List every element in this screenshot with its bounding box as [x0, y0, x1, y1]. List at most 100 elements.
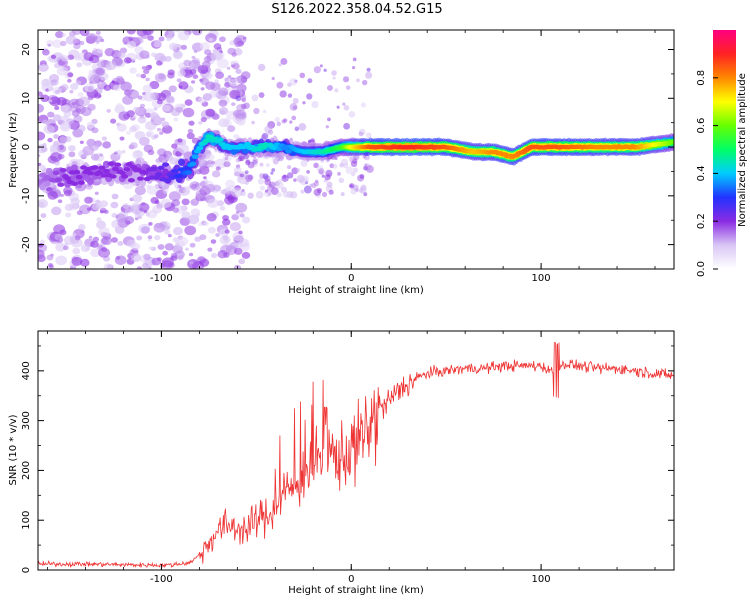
spectrogram-cell	[125, 130, 132, 135]
spectrogram-cell	[55, 31, 64, 39]
spectrogram-cell	[164, 243, 174, 251]
spectrogram-cell	[222, 218, 231, 226]
spectrogram-cell	[228, 78, 239, 87]
spectrogram-cell	[264, 189, 269, 193]
spectrogram-cell	[130, 253, 142, 263]
page-title: S126.2022.358.04.52.G15	[271, 2, 443, 17]
spectrogram-cell	[99, 210, 104, 214]
spectrogram-cell	[257, 178, 265, 185]
spectrogram-cell	[114, 150, 123, 157]
spectrogram-cell	[53, 224, 66, 235]
spectrogram-cell	[83, 52, 94, 61]
spectrogram-cell	[60, 115, 69, 123]
spectrogram-cell	[147, 149, 155, 156]
spectrogram-cell	[210, 51, 223, 61]
spectrogram-cell	[191, 183, 198, 189]
spectrogram-cell	[164, 225, 171, 230]
spectrogram-cell	[132, 194, 143, 203]
colorbar-tick-label: 0.6	[696, 118, 707, 134]
spectrogram-cell	[101, 136, 108, 141]
spectrogram-cell	[185, 247, 189, 251]
spectrogram-cell	[231, 102, 236, 107]
spectrogram-cell	[111, 80, 116, 84]
spectrogram-cell	[289, 120, 293, 124]
spectrogram-cell	[203, 138, 211, 143]
spectrogram-cell	[191, 154, 199, 159]
spectrogram-cell	[96, 60, 105, 68]
spectrogram-cell	[71, 256, 83, 266]
spectrogram-cell	[129, 142, 138, 149]
spectrogram-cell	[176, 78, 182, 83]
spectrogram-cell	[74, 55, 82, 61]
spectrogram-cell	[148, 246, 153, 250]
spectrogram-cell	[143, 68, 150, 75]
spectrogram-y-axis-label: Frequency (Hz)	[8, 112, 19, 188]
spectrogram-cell	[188, 252, 194, 257]
spectrogram-cell	[217, 250, 228, 259]
spectrogram-cell	[59, 136, 67, 143]
spectrogram-cell	[153, 134, 159, 139]
spectrogram-cell	[200, 77, 210, 85]
spectrogram-cell	[66, 163, 71, 167]
spectrogram-cell	[245, 159, 251, 166]
spectrogram-cell	[205, 153, 215, 161]
spectrogram-cell	[79, 140, 84, 144]
spectrogram-cell	[65, 35, 77, 45]
spectrogram-cell	[160, 198, 172, 209]
spectrogram-cell	[77, 180, 85, 185]
spectrogram-cell	[161, 121, 170, 128]
spectrogram-cell	[42, 119, 49, 125]
spectrogram-cell	[175, 173, 183, 178]
spectrogram-cell	[145, 212, 150, 217]
spectrogram-cell	[62, 245, 69, 251]
spectrogram-cell	[126, 239, 137, 248]
spectrogram-cell	[366, 165, 374, 173]
spectrogram-cell	[309, 183, 313, 187]
spectrogram-cell	[145, 64, 152, 71]
x-tick-label: 0	[348, 574, 354, 585]
spectrogram-cell	[162, 159, 166, 163]
spectrogram-cell	[153, 107, 158, 111]
spectrogram-cell	[91, 165, 99, 170]
spectrogram-cell	[38, 164, 46, 171]
spectrogram-cell	[90, 153, 100, 161]
spectrogram-cell	[362, 154, 367, 159]
spectrogram-cell	[103, 263, 113, 269]
spectrogram-cell	[263, 109, 267, 114]
spectrogram-cell	[229, 221, 241, 232]
spectrogram-cell	[362, 79, 368, 86]
spectrogram-cell	[300, 189, 305, 194]
spectrogram-cell	[102, 168, 110, 174]
spectrogram-cell	[302, 101, 306, 105]
spectrogram-cell	[134, 185, 146, 196]
spectrogram-cell	[89, 74, 101, 85]
spectrogram-cell	[167, 233, 172, 238]
spectrogram-cell	[230, 187, 243, 198]
spectrogram-cell	[227, 75, 232, 79]
spectrogram-cell	[86, 121, 95, 129]
spectrogram-cell	[38, 154, 41, 158]
spectrogram-cell	[200, 87, 205, 91]
spectrogram-cell	[203, 221, 209, 227]
spectrogram-cell	[141, 65, 147, 70]
spectrogram-cell	[343, 122, 351, 130]
spectrogram-cell	[38, 131, 46, 141]
spectrogram-cell	[138, 202, 150, 212]
spectrogram-cell	[47, 86, 54, 92]
spectrogram-cell	[47, 262, 53, 268]
spectrogram-cell	[171, 168, 179, 174]
spectrogram-cell	[117, 51, 126, 59]
spectrogram-cell	[199, 234, 207, 241]
spectrogram-cell	[64, 176, 72, 181]
y-tick-label: -10	[21, 188, 32, 204]
spectrogram-cell	[360, 102, 367, 108]
spectrogram-cell	[245, 174, 253, 182]
spectrogram-cell	[68, 98, 80, 108]
spectrogram-cell	[348, 110, 356, 118]
spectrogram-cell	[211, 170, 221, 178]
spectrogram-cell	[223, 161, 231, 168]
spectrogram-cell	[54, 105, 60, 111]
colorbar-scale	[713, 30, 736, 269]
spectrogram-cell	[55, 255, 68, 266]
